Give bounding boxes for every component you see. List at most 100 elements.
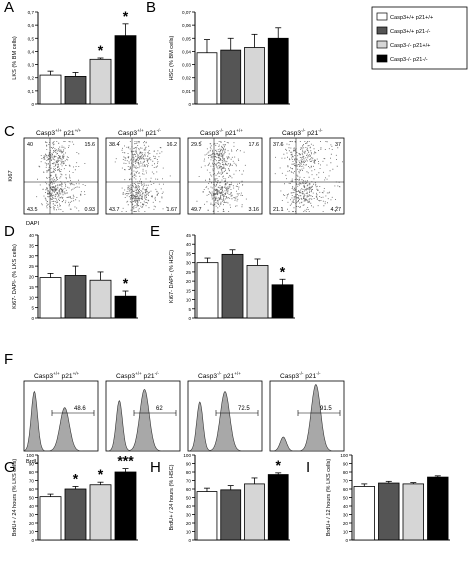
panel-c-quadrant-value: 37: [335, 142, 341, 148]
panel-b-y-tick-label: 0: [188, 102, 191, 107]
panel-c-quadrant-value: 43.7: [109, 207, 120, 213]
panel-b-bar: [244, 47, 265, 105]
panel-i-y-tick-label: 50: [343, 496, 349, 501]
panel-e-y-tick-label: 35: [186, 251, 192, 256]
panel-g-bar: [89, 484, 112, 541]
panel-d-y-tick-label: 35: [29, 243, 35, 248]
bar-charts-layer: A 0 0,1 0,2 0,3 0,4 0,5 0,6 0,7 LKS (% BM cells) *…: [4, 0, 450, 543]
panel-d-bar: [39, 277, 62, 319]
panel-h-y-tick-label: 0: [188, 538, 191, 543]
panel-b-y-tick-label: 0,05: [182, 36, 191, 41]
panel-a-y-axis-label: LKS (% BM cells): [12, 36, 18, 80]
panel-a-y-tick-label: 0,6: [28, 23, 35, 28]
panel-h-letter: H: [150, 459, 161, 476]
panel-b-letter: B: [146, 0, 156, 16]
panel-a-bar: [114, 35, 137, 105]
panel-g-y-tick-label: 0: [31, 538, 34, 543]
panel-c-plot-title: Casp3+/+ p21-/-: [118, 128, 161, 137]
panel-g-y-tick-label: 60: [29, 487, 35, 492]
panel-g-y-tick-label: 100: [26, 453, 34, 458]
panel-e-letter: E: [150, 223, 160, 240]
panel-a-bar: [64, 76, 87, 105]
panel-d-y-tick-label: 15: [29, 285, 35, 290]
panel-c-y-axis-label: Ki67: [8, 170, 14, 181]
panel-h-y-tick-label: 10: [186, 530, 192, 535]
panel-h-y-tick-label: 70: [186, 479, 192, 484]
panel-h-bar: [220, 489, 242, 541]
panel-b-bar: [267, 37, 289, 105]
legend-label: Casp3-/- p21+/+: [390, 43, 430, 49]
panel-e-significance-star: *: [280, 263, 286, 279]
panel-c-quadrant-value: 16.2: [167, 142, 178, 148]
panel-e-y-tick-label: 5: [188, 307, 191, 312]
panel-c-dots: [114, 141, 171, 212]
panel-i-chart: I 0 10 20 30 40 50 60 70 80 90 100 BrdU+ / 12 hours …: [306, 453, 450, 543]
panel-h-y-tick-label: 80: [186, 470, 192, 475]
panel-h-y-axis-label: BrdU+ / 24 hours (% HSC): [169, 464, 175, 530]
panel-i-letter: I: [306, 459, 310, 476]
panel-d-y-tick-label: 0: [31, 316, 34, 321]
panel-c-letter: C: [4, 123, 15, 140]
legend-box: [371, 6, 468, 70]
legend-label: Casp3+/+ p21-/-: [390, 29, 431, 35]
panel-i-y-tick-label: 40: [343, 504, 349, 509]
panel-b-y-axis-label: HSC (% BM cells): [169, 35, 175, 80]
panel-c-quadrant-value: 40: [27, 142, 33, 148]
panel-d-y-tick-label: 10: [29, 295, 35, 300]
panel-b-y-tick-label: 0,01: [182, 89, 191, 94]
panel-i-bar: [378, 482, 400, 541]
panel-c-quadrant-value: 3.16: [249, 207, 260, 213]
panel-g-y-tick-label: 70: [29, 479, 35, 484]
panel-i-y-axis-label: BrdU+ / 12 hours (% LKS cells): [326, 459, 332, 537]
panel-c-quadrant-value: 49.7: [191, 207, 202, 213]
panel-h-chart: H 0 10 20 30 40 50 60 70 80 90 100 BrdU+ / 24 hours …: [150, 453, 290, 543]
panel-g-bar: [39, 496, 62, 541]
panel-e-y-tick-label: 0: [188, 316, 191, 321]
panel-h-bar: [196, 491, 218, 541]
panel-c-plot: Casp3-/- p21-/- 37.6 37 21.1 4.27: [269, 128, 345, 215]
panel-d-significance-star: *: [123, 275, 129, 291]
panel-a-significance-star: *: [98, 42, 104, 58]
panel-i-bar: [427, 476, 449, 541]
panel-g-y-tick-label: 90: [29, 462, 35, 467]
panel-e-chart: E 0 5 10 15 20 25 30 35 40 45 Ki67- DAPI- (% HSC) *: [150, 223, 295, 321]
panel-h-y-tick-label: 30: [186, 513, 192, 518]
panel-a-y-tick-label: 0,1: [28, 89, 35, 94]
panel-c-quadrant-value: 4.27: [331, 207, 342, 213]
panel-d-bar: [64, 275, 87, 319]
panel-f-histogram: [23, 390, 98, 452]
panel-f-plot-title: Casp3-/- p21-/-: [280, 371, 321, 380]
panel-d-y-tick-label: 20: [29, 275, 35, 280]
panel-i-bar: [353, 486, 375, 541]
panel-f-plot-title: Casp3-/- p21+/+: [198, 371, 241, 380]
panel-c-plot-title: Casp3-/- p21-/-: [282, 128, 323, 137]
panel-g-y-tick-label: 80: [29, 470, 35, 475]
panel-f-plot: Casp3+/+ p21-/- 62: [105, 371, 181, 452]
panel-c-plot: Casp3+/+ p21+/+40 15.6 43.5 0.93: [23, 128, 99, 215]
panel-g-y-tick-label: 50: [29, 496, 35, 501]
panel-c-quadrant-value: 29.5: [191, 142, 202, 148]
panel-c-plot-frame: [187, 137, 263, 215]
panel-e-y-tick-label: 30: [186, 261, 192, 266]
panel-c-dots: [36, 141, 86, 212]
panel-d-y-tick-label: 30: [29, 254, 35, 259]
panel-d-letter: D: [4, 223, 15, 240]
panel-f-gate-value: 48.6: [74, 406, 86, 412]
panel-g-significance-star: ***: [117, 453, 134, 469]
panel-a-y-tick-label: 0,3: [28, 63, 35, 68]
panel-i-y-tick-label: 70: [343, 479, 349, 484]
panel-i-y-tick-label: 30: [343, 513, 349, 518]
panel-i-y-tick-label: 10: [343, 530, 349, 535]
panel-c-quadrant-value: 1.67: [167, 207, 178, 213]
panel-f-gate-value: 91.5: [320, 406, 332, 412]
panel-e-bar: [246, 265, 269, 319]
panel-e-bar: [196, 262, 219, 319]
legend-label: Casp3+/+ p21+/+: [390, 15, 433, 21]
panel-f-histogram: [187, 391, 262, 452]
panel-b-bar: [220, 49, 242, 105]
panel-e-y-tick-label: 10: [186, 298, 192, 303]
panel-g-chart: G 0 10 20 30 40 50 60 70 80 90 100 BrdU+ / 24 hours …: [4, 453, 138, 543]
panel-i-bar: [402, 483, 424, 541]
panel-a-letter: A: [4, 0, 14, 16]
